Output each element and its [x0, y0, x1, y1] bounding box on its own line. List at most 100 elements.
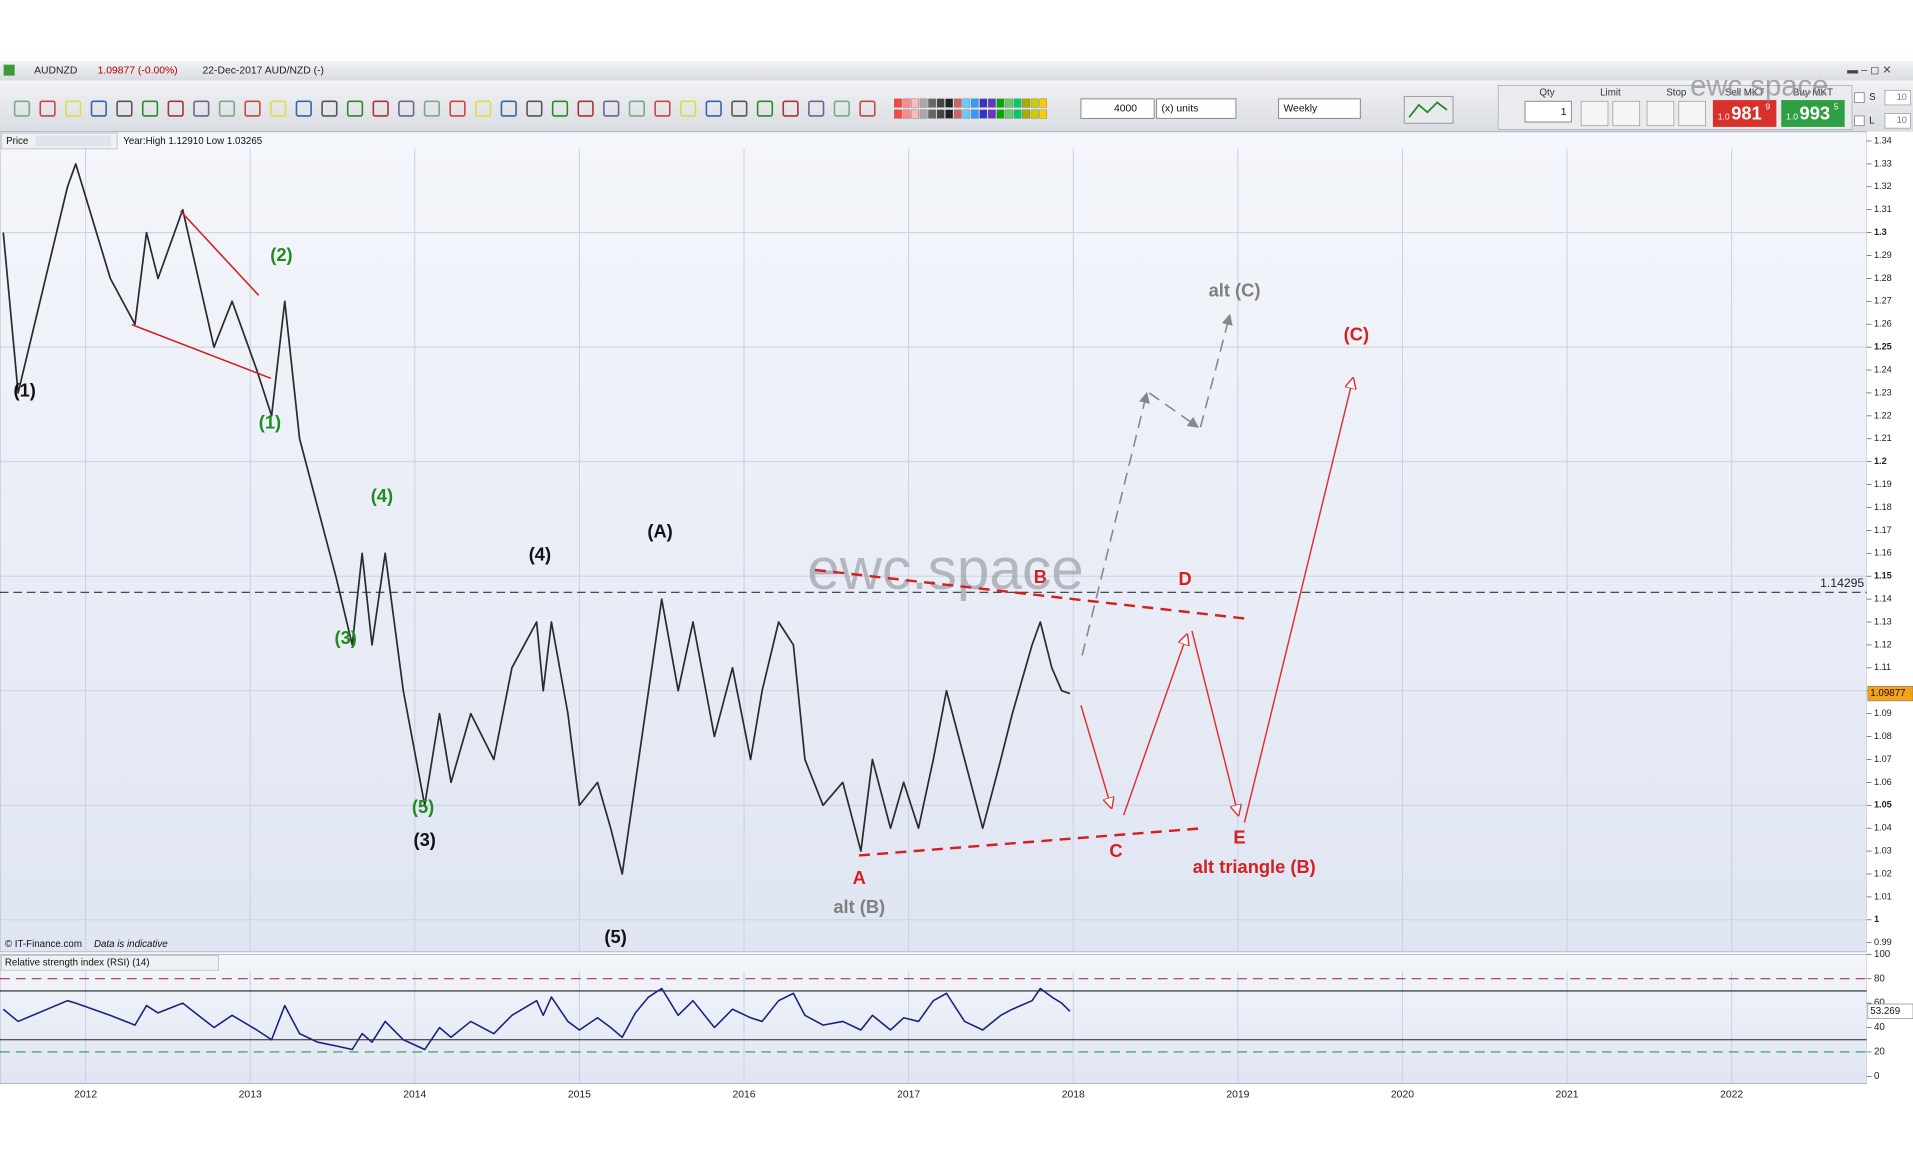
x-tick-label: 2017 [897, 1089, 920, 1100]
tool-icon[interactable] [346, 100, 364, 117]
color-swatch[interactable] [945, 98, 954, 108]
chart-type-icon [1408, 101, 1448, 118]
quantity-input[interactable] [1080, 98, 1155, 119]
y-tick-label: 1.3 [1874, 227, 1887, 237]
tool-icon[interactable] [39, 100, 56, 117]
tool-icon[interactable] [244, 100, 261, 117]
color-swatch[interactable] [1005, 109, 1013, 119]
color-swatch[interactable] [979, 109, 988, 119]
tool-icon[interactable] [577, 100, 594, 117]
color-swatch[interactable] [902, 109, 911, 119]
color-swatch[interactable] [953, 109, 962, 119]
color-swatch[interactable] [1005, 98, 1013, 108]
tool-icon[interactable] [13, 100, 31, 117]
color-swatch[interactable] [962, 109, 971, 119]
last-value-label: 1.09877 [1870, 688, 1905, 699]
chart-type-button[interactable] [1403, 95, 1454, 124]
stop-button[interactable] [1646, 100, 1675, 127]
color-swatch[interactable] [919, 98, 928, 108]
color-swatch[interactable] [1013, 109, 1022, 119]
color-swatch[interactable] [979, 98, 988, 108]
window-controls[interactable]: ▬ – ◻ ✕ [1847, 65, 1892, 77]
tool-icon[interactable] [654, 100, 671, 117]
color-swatch[interactable] [936, 109, 945, 119]
color-swatch[interactable] [919, 109, 928, 119]
rsi-axis-bg [1866, 954, 1913, 1084]
tool-icon[interactable] [141, 100, 159, 117]
limit-button[interactable] [1580, 100, 1609, 127]
tool-icon[interactable] [782, 100, 799, 117]
tool-icon[interactable] [679, 100, 697, 117]
panel-buttons[interactable] [35, 135, 112, 147]
tool-icon[interactable] [321, 100, 338, 117]
tool-icon[interactable] [116, 100, 133, 117]
qty: 1 [1561, 107, 1567, 118]
color-swatch[interactable] [1022, 98, 1030, 108]
color-swatch[interactable] [928, 98, 936, 108]
color-swatch[interactable] [1022, 109, 1030, 119]
s-input[interactable] [1884, 89, 1911, 106]
wave-label: (5) [604, 926, 626, 947]
color-swatch[interactable] [1039, 109, 1047, 119]
tool-icon[interactable] [90, 100, 107, 117]
toolbar-icons [13, 98, 1047, 119]
tool-icon[interactable] [423, 100, 441, 117]
tool-icon[interactable] [193, 100, 210, 117]
color-swatch[interactable] [902, 98, 911, 108]
color-swatch[interactable] [996, 109, 1005, 119]
tool-icon[interactable] [65, 100, 82, 117]
color-swatch[interactable] [953, 98, 962, 108]
tool-icon[interactable] [808, 100, 825, 117]
qty-input[interactable] [1524, 100, 1572, 123]
units-select[interactable] [1156, 98, 1237, 119]
color-swatch[interactable] [945, 109, 954, 119]
l-input[interactable] [1884, 113, 1911, 129]
color-swatch[interactable] [970, 98, 979, 108]
stop-button[interactable] [1678, 100, 1706, 127]
color-swatch[interactable] [988, 98, 996, 108]
tool-icon[interactable] [398, 100, 415, 117]
tool-icon[interactable] [270, 100, 287, 117]
tool-icon[interactable] [833, 100, 850, 117]
color-swatch[interactable] [1013, 98, 1022, 108]
color-swatch[interactable] [1039, 98, 1047, 108]
y-tick-label: 1.32 [1874, 181, 1892, 191]
color-swatch[interactable] [936, 98, 945, 108]
color-swatch[interactable] [970, 109, 979, 119]
tool-icon[interactable] [500, 100, 517, 117]
tool-icon[interactable] [551, 100, 569, 117]
limit-button[interactable] [1612, 100, 1641, 127]
tool-icon[interactable] [449, 100, 466, 117]
tool-icon[interactable] [526, 100, 543, 117]
wave-label: alt (B) [833, 896, 885, 917]
color-swatch[interactable] [1030, 109, 1039, 119]
color-swatch[interactable] [996, 98, 1005, 108]
buy-button[interactable] [1781, 100, 1845, 127]
tool-icon[interactable] [295, 100, 312, 117]
rsi-title: Relative strength index (RSI) (14) [5, 957, 150, 968]
tool-icon[interactable] [705, 100, 722, 117]
color-swatch[interactable] [988, 109, 996, 119]
timeframe-select[interactable] [1278, 98, 1361, 119]
color-swatch[interactable] [894, 98, 902, 108]
l-checkbox[interactable] [1854, 115, 1865, 127]
tool-icon[interactable] [756, 100, 774, 117]
color-swatch[interactable] [911, 98, 919, 108]
color-swatch[interactable] [911, 109, 919, 119]
tool-icon[interactable] [167, 100, 184, 117]
tool-icon[interactable] [859, 100, 876, 117]
color-swatch[interactable] [962, 98, 971, 108]
tool-icon[interactable] [603, 100, 620, 117]
y-tick-label: 100 [1874, 949, 1891, 960]
tool-icon[interactable] [475, 100, 492, 117]
tool-icon[interactable] [628, 100, 645, 117]
s-checkbox[interactable] [1854, 92, 1865, 103]
tool-icon[interactable] [731, 100, 748, 117]
tool-icon[interactable] [218, 100, 236, 117]
color-swatch[interactable] [928, 109, 936, 119]
sell-button[interactable] [1712, 100, 1777, 127]
tool-icon[interactable] [372, 100, 389, 117]
color-swatch[interactable] [894, 109, 902, 119]
color-swatch[interactable] [1030, 98, 1039, 108]
